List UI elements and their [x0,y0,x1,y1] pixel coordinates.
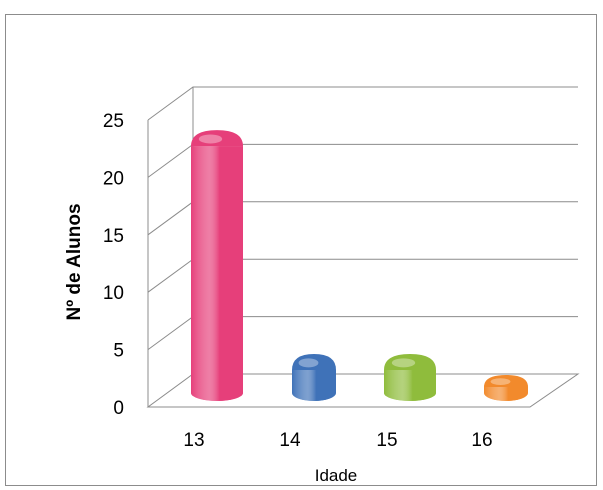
bar-13 [191,130,243,401]
bar-top [484,375,528,387]
bar-highlight [490,378,511,385]
y-tick-label: 0 [113,398,124,419]
y-tick-label: 25 [103,111,124,132]
bar-top [292,354,336,371]
bar-shine [292,370,336,401]
x-tick-labels: 13 14 15 16 [183,430,492,451]
y-tick-label: 5 [113,341,124,362]
bar-highlight [198,134,223,144]
x-tick-label: 16 [471,430,492,451]
bar-15 [384,354,436,401]
x-tick-label: 13 [183,430,204,451]
y-tick-label: 20 [103,168,124,189]
bar-top [191,130,243,147]
bar-highlight [391,358,416,368]
gridline [147,86,578,121]
bar-shine [484,387,528,401]
bars [191,130,528,401]
bar-shine [191,146,243,401]
bar-16 [484,375,528,401]
x-tick-label: 14 [279,430,301,451]
bar-14 [292,354,336,401]
bar-highlight [298,358,319,368]
bar-shine [384,370,436,401]
x-tick-label: 15 [376,430,397,451]
y-axis-title: Nº de Alunos [64,203,85,320]
x-axis-title: Idade [315,466,358,485]
y-tick-label: 10 [103,283,124,304]
floor [146,373,580,408]
y-tick-label: 15 [103,226,124,247]
y-tick-labels: 0 5 10 15 20 25 [103,111,124,419]
bar-top [384,354,436,371]
